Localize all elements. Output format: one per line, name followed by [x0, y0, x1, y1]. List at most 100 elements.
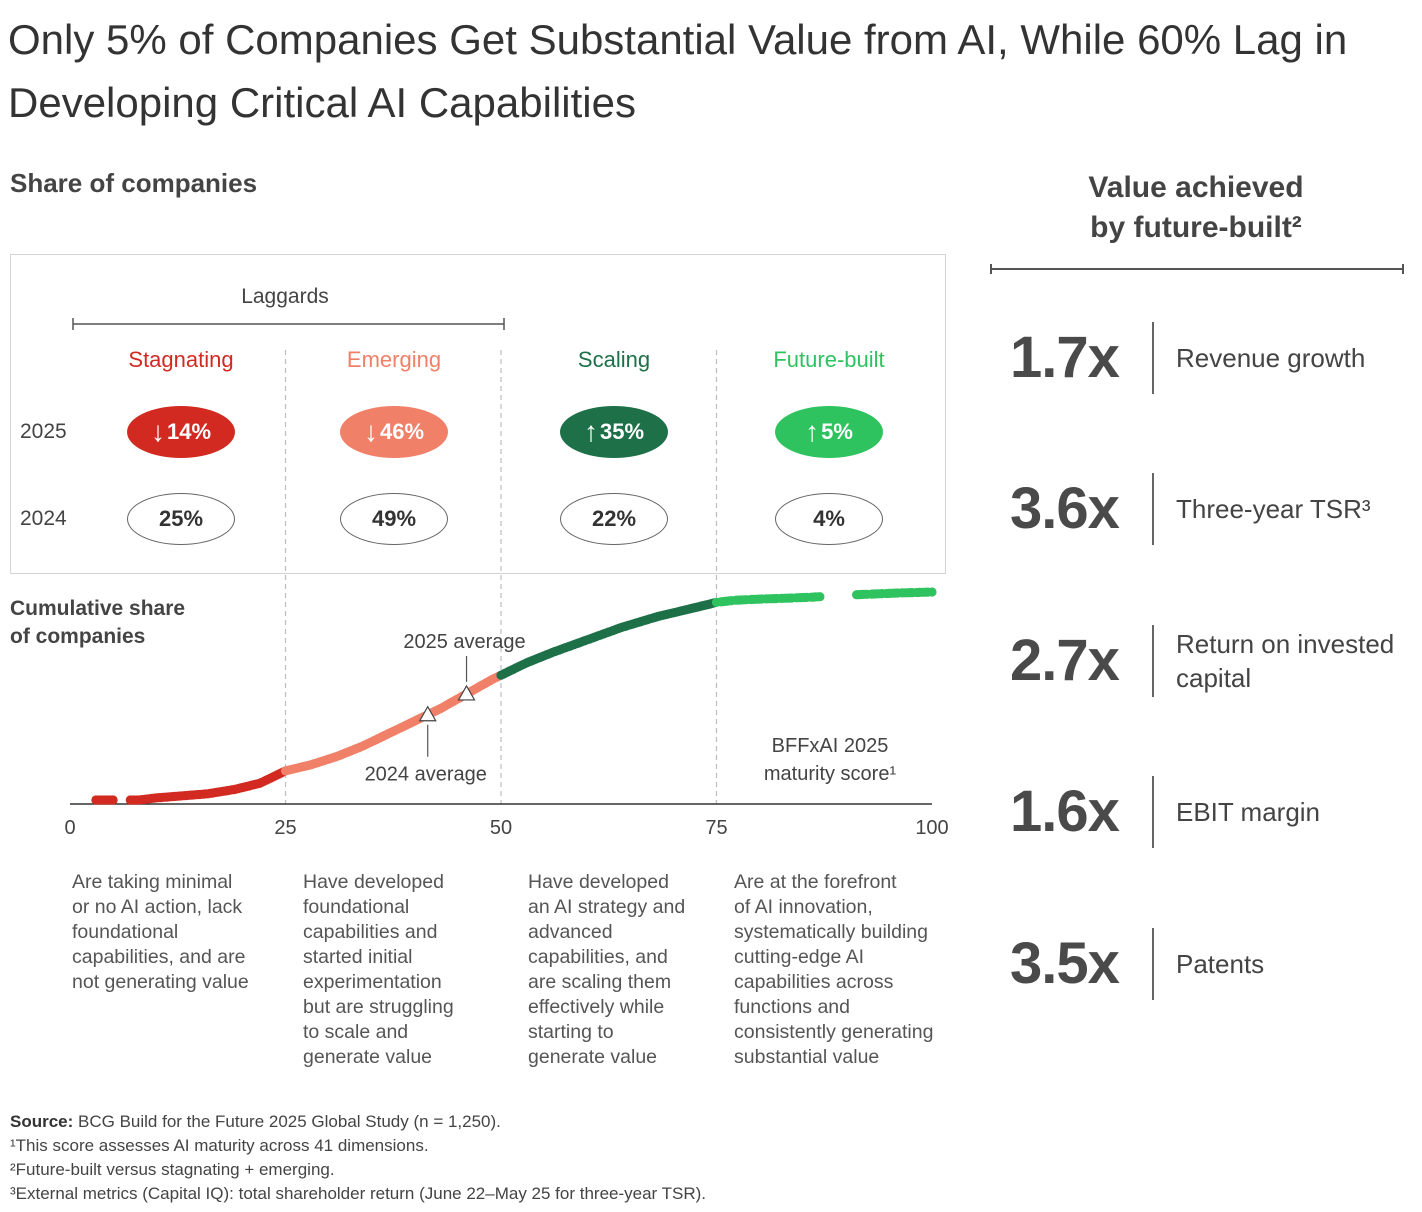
x-tick-label: 100	[915, 817, 948, 839]
description-line: of AI innovation,	[734, 896, 873, 918]
value-metric: 1.6x EBIT margin	[1010, 776, 1410, 848]
arrow-up-icon: ↑	[583, 416, 598, 447]
chart-xlabel-line2: maturity score¹	[764, 763, 897, 785]
pill-value: 14%	[166, 419, 212, 444]
chart-ylabel-line1: Cumulative share	[10, 597, 185, 620]
description-line: Have developed	[528, 871, 669, 893]
footnote-2: ²Future-built versus stagnating + emergi…	[10, 1160, 335, 1179]
metric-label: Return on invested capital	[1176, 629, 1395, 693]
description-line: Are at the forefront	[734, 871, 897, 893]
pill-value: 46%	[379, 419, 425, 444]
pill-value: 5%	[821, 419, 853, 444]
description-line: not generating value	[72, 971, 249, 993]
description-line: substantial value	[734, 1046, 880, 1068]
metric-label: Patents	[1176, 949, 1265, 979]
description-line: foundational	[303, 896, 410, 918]
segment-name-future-built: Future-built	[773, 347, 885, 372]
metric-label: EBIT margin	[1176, 797, 1321, 827]
footnotes: Source: BCG Build for the Future 2025 Gl…	[10, 1110, 706, 1206]
metric-divider	[1152, 776, 1154, 848]
footnote-3: ³External metrics (Capital IQ): total sh…	[10, 1184, 707, 1203]
x-tick-label: 25	[274, 817, 296, 839]
pill-2024-scaling: 22%	[560, 493, 668, 545]
description-line: capabilities and	[303, 921, 438, 943]
year-label-2025: 2025	[20, 420, 67, 443]
average-marker	[457, 684, 476, 701]
metric-value: 1.7x	[1010, 325, 1120, 390]
value-metric: 3.5x Patents	[1010, 928, 1410, 1000]
footnote-1: ¹This score assesses AI maturity across …	[10, 1136, 429, 1155]
curve-point	[108, 795, 118, 805]
source-text: BCG Build for the Future 2025 Global Stu…	[73, 1112, 501, 1131]
pill-2025-scaling: ↑ 35%	[560, 406, 668, 458]
description-line: an AI strategy and	[528, 896, 686, 918]
x-tick-label: 50	[490, 817, 512, 839]
pill-2024-stagnating: 25%	[127, 493, 235, 545]
description-line: foundational	[72, 921, 179, 943]
description-line: are scaling them	[528, 971, 672, 993]
metric-divider	[1152, 928, 1154, 1000]
page-title: Only 5% of Companies Get Substantial Val…	[8, 16, 1348, 126]
metric-value: 3.5x	[1010, 931, 1120, 996]
chart-ylabel-line2: of companies	[10, 625, 145, 648]
segment-name-stagnating: Stagnating	[128, 347, 234, 372]
segment-name-emerging: Emerging	[346, 347, 442, 372]
description-line: to scale and	[303, 1021, 409, 1043]
metric-divider	[1152, 625, 1154, 697]
chart-xlabel-line1: BFFxAI 2025	[772, 735, 889, 757]
average-annotations: 2025 average 2024 average	[365, 631, 526, 786]
description-line: but are struggling	[303, 996, 454, 1018]
arrow-up-icon: ↑	[805, 416, 820, 447]
segment-description-future-built: Are at the forefront of AI innovation, sys…	[734, 870, 949, 1070]
value-title-line1: Value achieved	[1088, 171, 1304, 204]
value-metric: 1.7x Revenue growth	[1010, 322, 1410, 394]
metric-label: Three-year TSR³	[1176, 494, 1371, 524]
average-label: 2024 average	[365, 764, 487, 786]
curve-point	[815, 592, 825, 602]
metric-divider	[1152, 322, 1154, 394]
description-line: advanced	[528, 921, 613, 943]
description-line: functions and	[734, 996, 851, 1018]
description-line: capabilities, and are	[72, 946, 246, 968]
description-line: Have developed	[303, 871, 444, 893]
metric-value: 2.7x	[1010, 628, 1120, 693]
description-line: capabilities across	[734, 971, 894, 993]
description-line: consistently generating	[734, 1021, 934, 1043]
description-line: Are taking minimal	[72, 871, 233, 893]
metric-label: Revenue growth	[1176, 343, 1366, 373]
description-line: systematically building	[734, 921, 929, 943]
arrow-down-icon: ↓	[363, 416, 378, 447]
segment-description-stagnating: Are taking minimal or no AI action, lack f…	[72, 870, 287, 995]
description-line: started initial	[303, 946, 413, 968]
cumulative-curve	[91, 587, 937, 805]
description-line: effectively while	[528, 996, 665, 1018]
x-tick-label: 75	[705, 817, 727, 839]
average-label: 2025 average	[403, 631, 525, 653]
arrow-down-icon: ↓	[150, 416, 165, 447]
x-axis-ticks: 0 25 50 75 100	[64, 817, 948, 839]
value-metric: 2.7x Return on invested capital	[1010, 625, 1410, 697]
description-line: cutting-edge AI	[734, 946, 865, 968]
pill-value: 35%	[599, 419, 645, 444]
value-title-line2: by future-built²	[1090, 211, 1302, 244]
description-line: starting to	[528, 1021, 614, 1043]
description-line: capabilities, and	[528, 946, 668, 968]
pill-2025-future-built: ↑ 5%	[775, 406, 883, 458]
source-label: Source:	[10, 1112, 74, 1131]
curve-point	[927, 587, 937, 597]
share-of-companies-label: Share of companies	[10, 168, 258, 198]
value-metric: 3.6x Three-year TSR³	[1010, 473, 1410, 545]
segment-name-scaling: Scaling	[577, 347, 651, 372]
segment-summary-box	[10, 254, 946, 574]
segment-dividers	[284, 350, 718, 804]
description-line: experimentation	[303, 971, 442, 993]
segment-description-scaling: Have developed an AI strategy and advanced…	[528, 870, 743, 1070]
metric-value: 1.6x	[1010, 779, 1120, 844]
pill-2024-future-built: 4%	[775, 493, 883, 545]
pill-2025-emerging: ↓ 46%	[340, 406, 448, 458]
year-label-2024: 2024	[20, 507, 67, 530]
average-marker	[418, 705, 437, 722]
pill-2025-stagnating: ↓ 14%	[127, 406, 235, 458]
value-panel-title: Value achieved by future-built²	[990, 168, 1402, 248]
